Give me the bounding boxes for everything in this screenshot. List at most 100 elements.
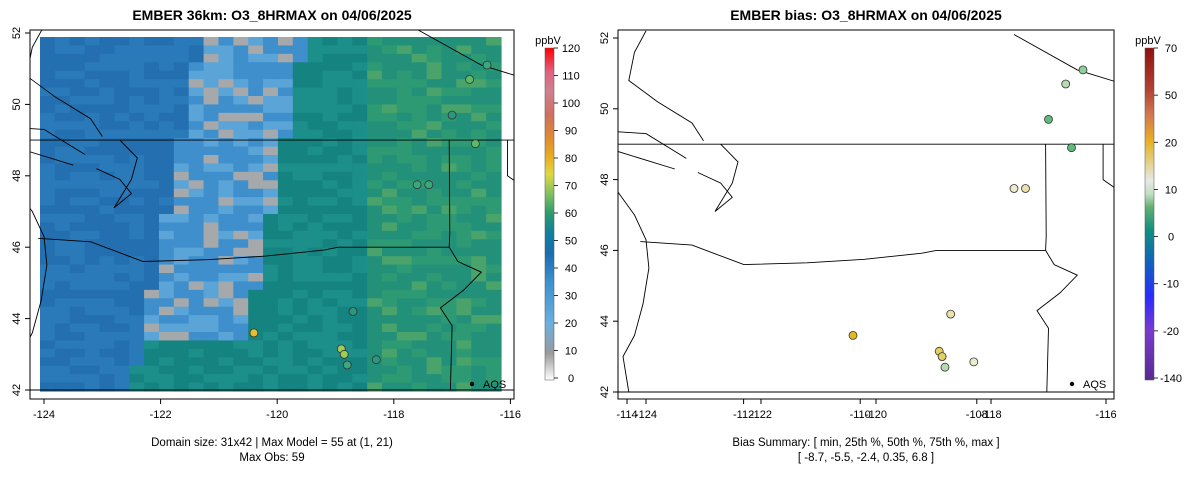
- grid-cell: [114, 365, 130, 375]
- grid-cell: [40, 155, 56, 165]
- grid-cell: [382, 332, 398, 342]
- grid-cell: [486, 87, 502, 97]
- grid-cell: [248, 382, 264, 392]
- grid-cell: [54, 205, 71, 215]
- grid-cell: [337, 171, 353, 181]
- aqs-label: AQS: [483, 379, 506, 391]
- grid-cell: [129, 222, 145, 232]
- grid-cell: [233, 281, 249, 291]
- grid-cell: [352, 79, 368, 89]
- grid-cell: [426, 230, 443, 240]
- grid-cell: [471, 205, 487, 215]
- grid-cell: [84, 188, 101, 198]
- grid-cell: [54, 87, 71, 97]
- grid-cell: [129, 289, 145, 299]
- grid-cell: [471, 382, 487, 392]
- grid-cell: [382, 374, 398, 384]
- grid-cell: [54, 197, 71, 207]
- grid-cell: [248, 70, 264, 80]
- grid-cell: [188, 230, 205, 240]
- grid-cell: [486, 171, 502, 181]
- grid-cell: [54, 163, 71, 173]
- grid-cell: [203, 239, 220, 249]
- grid-cell: [144, 171, 160, 181]
- grid-cell: [40, 357, 56, 367]
- colorbar-tick-label: 0: [1168, 232, 1174, 244]
- grid-cell: [144, 146, 160, 156]
- grid-cell: [277, 87, 294, 97]
- grid-cell: [471, 357, 487, 367]
- grid-cell: [144, 87, 160, 97]
- grid-cell: [352, 222, 368, 232]
- grid-cell: [322, 180, 339, 190]
- grid-cell: [426, 129, 443, 139]
- grid-cell: [382, 222, 398, 232]
- grid-cell: [248, 171, 264, 181]
- grid-cell: [84, 289, 101, 299]
- grid-cell: [114, 79, 130, 89]
- grid-cell: [382, 121, 398, 131]
- grid-cell: [411, 112, 428, 122]
- grid-cell: [456, 129, 472, 139]
- grid-cell: [158, 146, 175, 156]
- grid-cell: [322, 306, 339, 316]
- border-line: [618, 191, 650, 393]
- grid-cell: [292, 138, 309, 148]
- grid-cell: [441, 340, 457, 350]
- grid-cell: [471, 155, 487, 165]
- grid-cell: [188, 332, 205, 342]
- grid-cell: [84, 197, 101, 207]
- grid-cell: [69, 163, 86, 173]
- grid-cell: [456, 306, 472, 316]
- grid-cell: [188, 163, 205, 173]
- grid-cell: [203, 96, 220, 106]
- grid-cell: [277, 79, 294, 89]
- grid-cell: [203, 87, 220, 97]
- grid-cell: [322, 239, 339, 249]
- grid-cell: [396, 155, 413, 165]
- grid-cell: [84, 239, 101, 249]
- grid-cell: [173, 239, 190, 249]
- grid-cell: [277, 197, 294, 207]
- border-line: [448, 140, 451, 248]
- grid-cell: [307, 205, 324, 215]
- grid-cell: [322, 382, 339, 392]
- grid-cell: [40, 247, 56, 257]
- grid-cell: [277, 205, 294, 215]
- grid-cell: [40, 62, 56, 72]
- grid-cell: [367, 37, 383, 47]
- grid-cell: [144, 62, 160, 72]
- grid-cell: [233, 332, 249, 342]
- grid-cell: [188, 214, 205, 224]
- grid-cell: [69, 146, 86, 156]
- grid-cell: [69, 357, 86, 367]
- grid-cell: [203, 264, 220, 274]
- grid-cell: [456, 197, 472, 207]
- colorbar-tick-label: 40: [565, 263, 577, 275]
- grid-cell: [322, 365, 339, 375]
- grid-cell: [307, 239, 324, 249]
- grid-cell: [277, 332, 294, 342]
- grid-cell: [233, 146, 249, 156]
- grid-cell: [307, 348, 324, 358]
- grid-cell: [144, 289, 160, 299]
- grid-cell: [203, 348, 220, 358]
- grid-cell: [54, 340, 71, 350]
- grid-cell: [158, 180, 175, 190]
- grid-cell: [129, 87, 145, 97]
- grid-cell: [471, 332, 487, 342]
- grid-cell: [352, 340, 368, 350]
- grid-cell: [263, 180, 279, 190]
- colorbar-tick-label: 50: [565, 236, 577, 248]
- x-tick-label: -120: [266, 409, 288, 421]
- grid-cell: [129, 357, 145, 367]
- grid-cell: [233, 45, 249, 55]
- grid-cell: [84, 70, 101, 80]
- border-line: [1045, 144, 1047, 251]
- grid-cell: [352, 357, 368, 367]
- grid-cell: [69, 62, 86, 72]
- grid-cell: [471, 45, 487, 55]
- grid-cell: [277, 53, 294, 63]
- grid-cell: [382, 79, 398, 89]
- grid-cell: [114, 357, 130, 367]
